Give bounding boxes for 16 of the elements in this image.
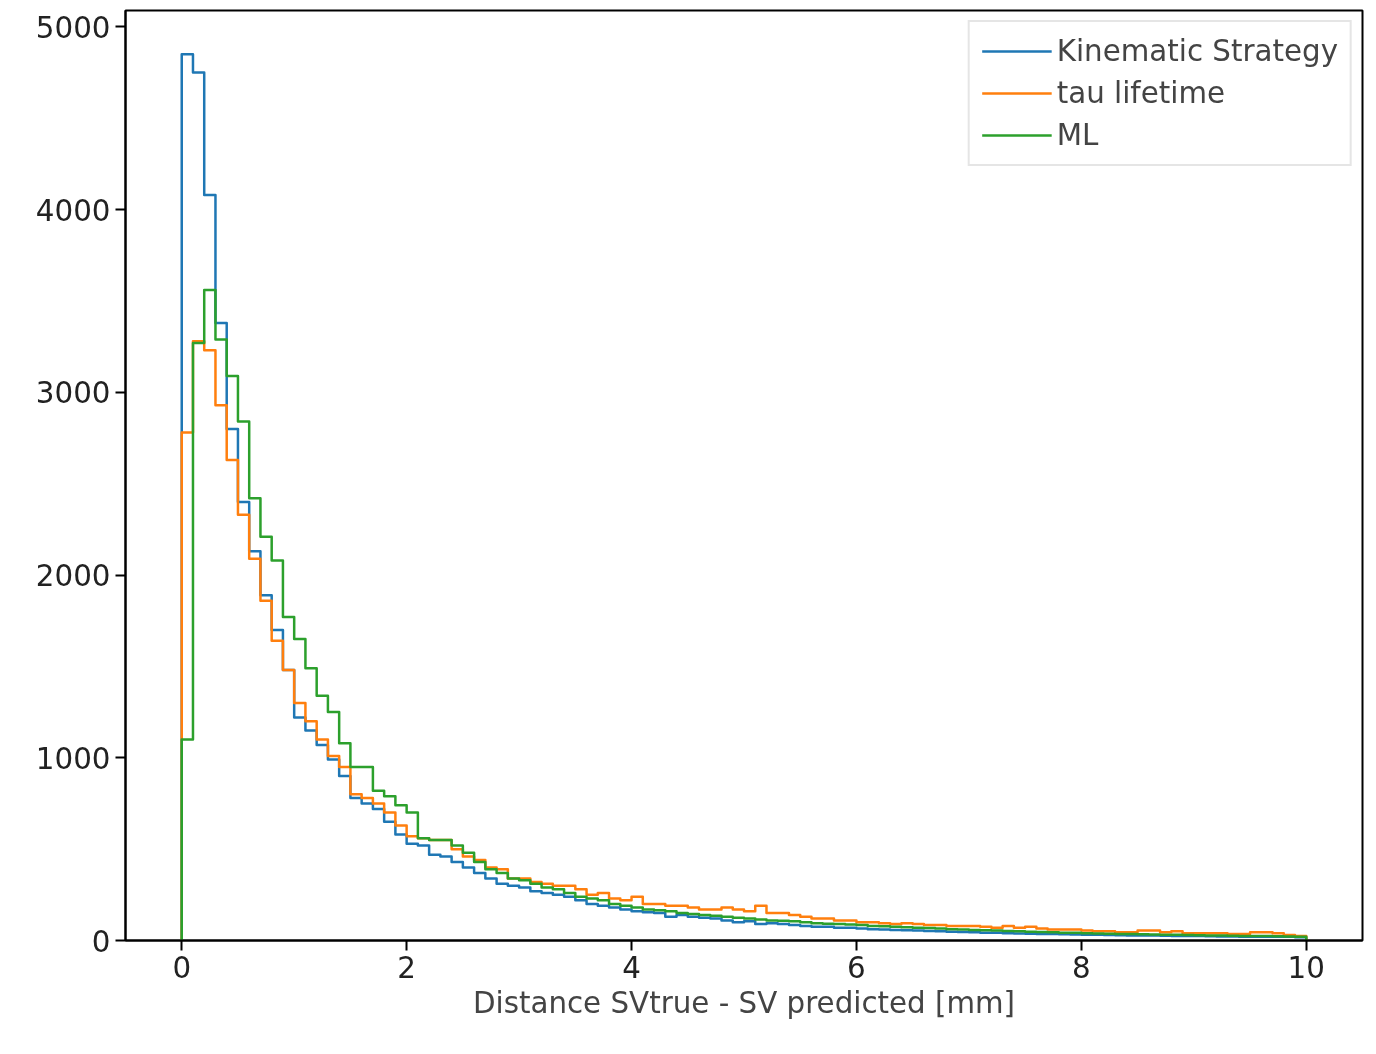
y-tick-label: 2000 — [35, 559, 111, 594]
x-tick-label: 2 — [397, 950, 416, 985]
legend-label: tau lifetime — [1056, 76, 1225, 110]
y-tick-label: 5000 — [35, 10, 111, 45]
y-tick-label: 3000 — [35, 376, 111, 411]
y-tick-label: 4000 — [35, 193, 111, 228]
y-tick-label: 0 — [91, 924, 111, 959]
x-tick-label: 0 — [172, 950, 192, 985]
x-tick-label: 8 — [1072, 950, 1091, 985]
x-tick-label: 4 — [622, 950, 641, 985]
legend-label: ML — [1056, 118, 1099, 152]
legend-label: Kinematic Strategy — [1056, 34, 1338, 68]
x-tick-label: 6 — [847, 950, 866, 985]
y-tick-label: 1000 — [35, 741, 111, 776]
x-axis-title: Distance SVtrue - SV predicted [mm] — [472, 985, 1016, 1020]
x-tick-label: 10 — [1287, 950, 1325, 985]
